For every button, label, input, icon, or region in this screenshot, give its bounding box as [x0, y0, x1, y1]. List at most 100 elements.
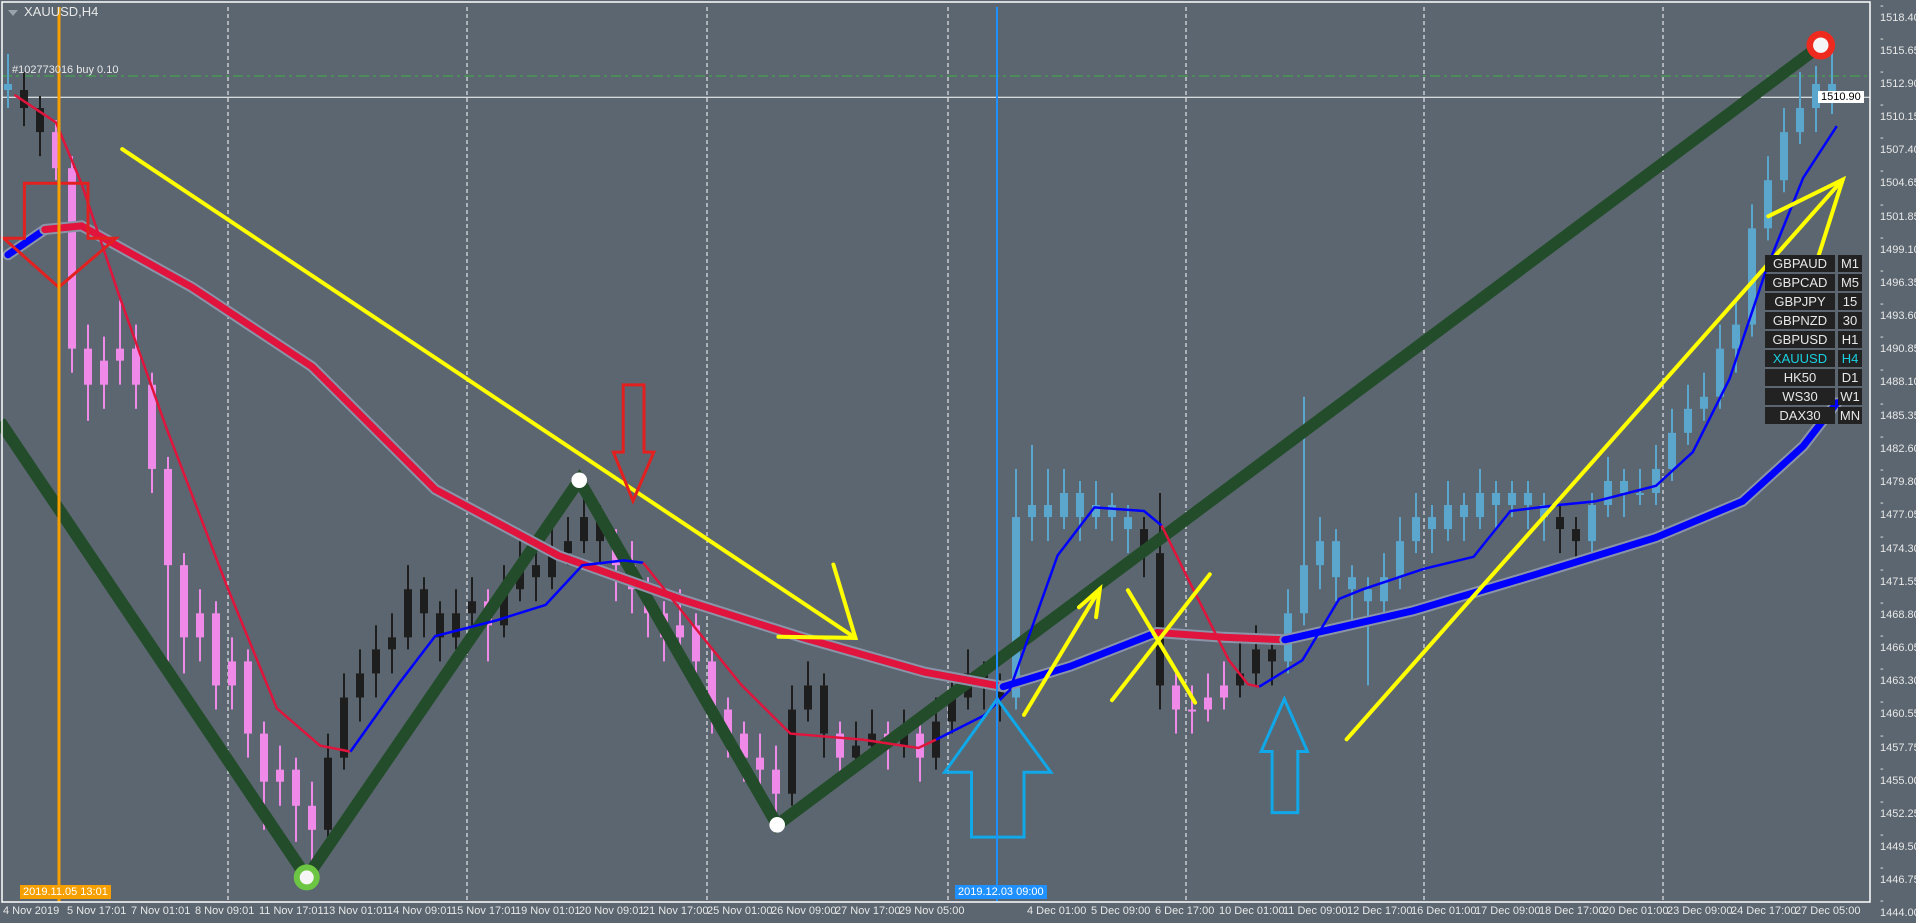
candle	[1476, 468, 1484, 530]
time-tick-label: 20 Nov 09:01	[579, 905, 645, 917]
candle-body	[1652, 468, 1660, 493]
symbol-row: DAX30 MN	[1765, 406, 1862, 425]
trade-label[interactable]: #102773016 buy 0.10	[12, 64, 119, 76]
candle-body	[1316, 541, 1324, 566]
timeframe-button[interactable]: 30	[1838, 312, 1862, 329]
candle-body	[676, 625, 684, 638]
symbol-button[interactable]: GBPJPY	[1765, 293, 1835, 310]
fast-ma-line	[13, 93, 351, 753]
candle	[1044, 468, 1052, 542]
yellow-arrow-head	[1077, 583, 1103, 620]
symbol-button[interactable]: HK50	[1765, 369, 1835, 386]
candle	[452, 589, 460, 650]
candle	[276, 745, 284, 806]
current-price-label: 1510.90	[1818, 91, 1864, 103]
price-tick-label: - 1466.05	[1880, 629, 1916, 654]
candle	[356, 649, 364, 722]
yellow-arrow-head	[1766, 175, 1847, 263]
candle-body	[1716, 348, 1724, 397]
time-tick-label: 27 Dec 05:00	[1795, 905, 1861, 917]
symbol-button[interactable]: GBPUSD	[1765, 331, 1835, 348]
candle	[948, 673, 956, 734]
candle-body	[516, 565, 524, 590]
slow-ma-line	[41, 222, 1007, 691]
yellow-cross-line	[1110, 572, 1212, 703]
candle-body	[868, 733, 876, 746]
candle-body	[1332, 541, 1340, 578]
time-tick-label: 6 Dec 17:00	[1155, 905, 1215, 917]
candle	[1076, 480, 1084, 542]
timeframe-button[interactable]: M1	[1838, 255, 1862, 272]
candle	[1812, 65, 1820, 133]
candle	[1492, 480, 1500, 530]
candle-body	[1172, 685, 1180, 710]
candle-body	[1204, 697, 1212, 710]
timeframe-button[interactable]: D1	[1838, 369, 1862, 386]
symbol-button[interactable]: GBPAUD	[1765, 255, 1835, 272]
candle-body	[1524, 492, 1532, 506]
candle	[916, 721, 924, 782]
candle-body	[1428, 517, 1436, 530]
candle	[1460, 492, 1468, 542]
timeframe-button[interactable]: MN	[1838, 407, 1862, 424]
candle	[116, 300, 124, 385]
symbol-row: GBPAUD M1	[1765, 254, 1862, 273]
price-tick-label: - 1482.60	[1880, 430, 1916, 455]
time-tick-label: 25 Nov 01:00	[707, 905, 773, 917]
candle	[788, 685, 796, 806]
price-tick-label: - 1449.50	[1880, 828, 1916, 853]
candle	[820, 673, 828, 758]
timeframe-button[interactable]: H1	[1838, 331, 1862, 348]
timeframe-button[interactable]: M5	[1838, 274, 1862, 291]
candle-body	[292, 769, 300, 806]
symbol-row: WS30 W1	[1765, 387, 1862, 406]
candle-body	[692, 625, 700, 662]
white-swing-circle	[769, 817, 785, 833]
timeframe-button[interactable]: 15	[1838, 293, 1862, 310]
slow-ma-outline	[39, 220, 1009, 693]
symbol-button[interactable]: XAUUSD	[1765, 350, 1835, 367]
yellow-trend-arrow	[1344, 177, 1845, 742]
candle-body	[1540, 505, 1548, 518]
candle-body	[132, 348, 140, 385]
candle	[1764, 156, 1772, 241]
candle	[244, 649, 252, 758]
candle-body	[1812, 83, 1820, 109]
candle-body	[180, 565, 188, 638]
candle	[4, 53, 12, 109]
red-swing-circle	[1806, 30, 1836, 60]
symbol-button[interactable]: GBPCAD	[1765, 274, 1835, 291]
highlighted-time-label: 2019.12.03 09:00	[955, 885, 1047, 899]
candle	[1172, 673, 1180, 734]
candle	[324, 733, 332, 842]
red-down-arrow	[611, 383, 657, 505]
dropdown-triangle-icon[interactable]	[8, 9, 18, 16]
candle	[468, 577, 476, 626]
candle-body	[1684, 408, 1692, 433]
yellow-trend-arrow	[120, 147, 858, 640]
candle-body	[948, 697, 956, 722]
candle-body	[1108, 505, 1116, 518]
candle-body	[1444, 505, 1452, 530]
slow-ma-line	[4, 226, 49, 259]
red-down-arrow	[0, 181, 121, 290]
timeframe-button[interactable]: H4	[1838, 350, 1862, 367]
price-tick-label: - 1496.35	[1880, 265, 1916, 290]
symbol-button[interactable]: GBPNZD	[1765, 312, 1835, 329]
slow-ma-line	[1281, 399, 1841, 644]
yellow-arrow-head	[776, 562, 859, 640]
symbol-button[interactable]: DAX30	[1765, 407, 1835, 424]
time-tick-label: 18 Dec 17:00	[1539, 905, 1605, 917]
timeframe-button[interactable]: W1	[1838, 388, 1862, 405]
candle	[1444, 480, 1452, 542]
candle	[1220, 661, 1228, 710]
candle-body	[836, 733, 844, 758]
candle-body	[1252, 649, 1260, 674]
candle	[1060, 468, 1068, 530]
time-tick-label: 19 Nov 01:01	[515, 905, 581, 917]
candle	[1364, 577, 1372, 686]
price-tick-label: - 1501.85	[1880, 199, 1916, 224]
candle-body	[420, 589, 428, 614]
symbol-button[interactable]: WS30	[1765, 388, 1835, 405]
